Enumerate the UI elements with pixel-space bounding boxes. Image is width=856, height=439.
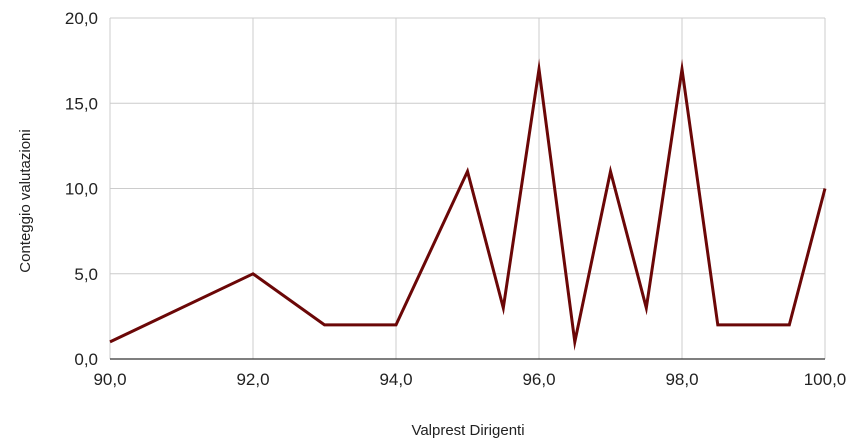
y-tick-label: 0,0 [74, 350, 98, 369]
x-tick-label: 98,0 [665, 370, 698, 389]
y-tick-label: 15,0 [65, 94, 98, 113]
grid-lines [109, 17, 826, 360]
x-tick-labels: 90,0 92,0 94,0 96,0 98,0 100,0 [93, 370, 846, 389]
x-tick-label: 90,0 [93, 370, 126, 389]
x-tick-label: 100,0 [804, 370, 847, 389]
y-tick-label: 5,0 [74, 265, 98, 284]
y-tick-labels: 0,0 5,0 10,0 15,0 20,0 [65, 9, 98, 369]
series-group [109, 58, 827, 351]
x-axis-title: Valprest Dirigenti [411, 422, 524, 439]
y-tick-label: 20,0 [65, 9, 98, 28]
y-tick-label: 10,0 [65, 180, 98, 199]
x-tick-label: 96,0 [522, 370, 555, 389]
y-axis-title: Conteggio valutazioni [17, 129, 34, 272]
series-line [109, 58, 827, 351]
x-tick-label: 94,0 [379, 370, 412, 389]
x-tick-label: 92,0 [236, 370, 269, 389]
